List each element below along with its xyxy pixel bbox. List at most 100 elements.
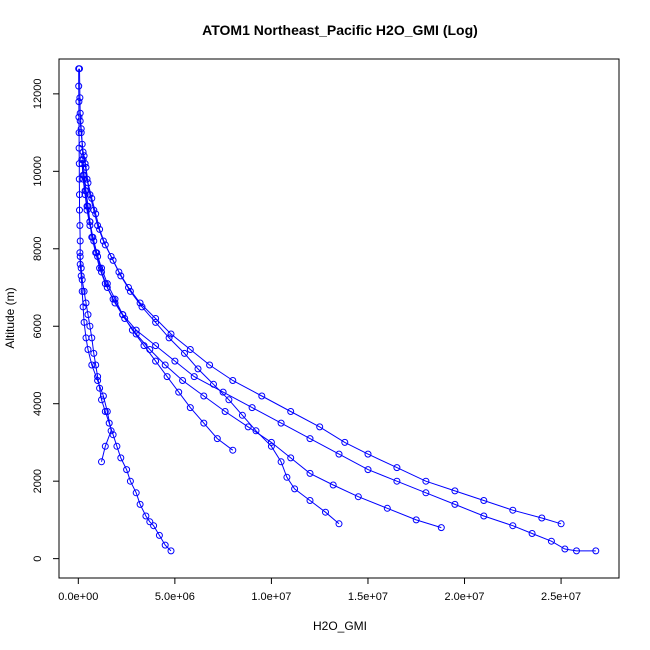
data-point: [92, 361, 100, 369]
y-axis-label: Altitude (m): [3, 287, 17, 348]
data-point: [146, 518, 154, 526]
series-7: [76, 249, 115, 466]
data-point: [152, 342, 160, 350]
data-point: [316, 423, 324, 431]
series-1: [75, 65, 175, 555]
data-point: [84, 179, 92, 187]
data-point: [364, 466, 372, 474]
data-point: [75, 129, 83, 137]
data-point: [152, 357, 160, 365]
y-tick-label: 8000: [32, 237, 44, 261]
data-point: [592, 547, 600, 555]
series-3: [76, 117, 565, 528]
data-point: [77, 129, 85, 137]
data-point: [76, 206, 83, 214]
data-point: [140, 342, 148, 350]
data-point: [78, 156, 86, 164]
data-point: [107, 253, 115, 260]
data-point: [126, 477, 134, 485]
data-point: [80, 318, 88, 326]
x-tick-label: 1.0e+07: [251, 591, 291, 603]
data-point: [181, 349, 188, 357]
data-point: [128, 326, 136, 334]
data-point: [480, 497, 488, 504]
data-point: [190, 373, 198, 381]
data-point: [86, 218, 94, 226]
series-line: [81, 163, 442, 529]
data-point: [248, 404, 256, 412]
data-point: [81, 187, 89, 195]
x-tick-label: 5.0e+06: [155, 591, 195, 603]
chart-title: ATOM1 Northeast_Pacific H2O_GMI (Log): [202, 22, 478, 38]
series-line: [79, 68, 596, 552]
data-point: [94, 377, 102, 384]
data-point: [306, 435, 314, 443]
data-point: [277, 419, 285, 427]
series-line: [79, 252, 112, 462]
data-point: [547, 537, 555, 545]
data-point: [557, 520, 565, 528]
data-point: [92, 210, 100, 218]
data-point: [210, 380, 217, 388]
data-point: [86, 322, 94, 330]
data-point: [132, 489, 140, 497]
data-point: [437, 524, 445, 532]
y-tick-label: 12000: [32, 79, 44, 110]
data-point: [101, 280, 109, 288]
data-point: [329, 481, 337, 489]
data-point: [119, 311, 127, 319]
data-point: [82, 334, 90, 342]
data-point: [76, 260, 84, 268]
data-point: [111, 295, 119, 303]
data-point: [75, 175, 83, 183]
data-point: [161, 361, 169, 369]
data-point: [383, 504, 391, 512]
data-point: [109, 256, 117, 264]
data-point: [88, 361, 96, 369]
data-point: [291, 485, 299, 493]
data-point: [78, 287, 86, 295]
data-point: [103, 408, 111, 415]
data-point: [573, 547, 580, 555]
data-point: [283, 473, 291, 481]
data-point: [335, 450, 343, 458]
x-tick-label: 2.0e+07: [444, 591, 484, 603]
data-point: [84, 346, 92, 353]
series-6: [78, 156, 237, 454]
data-point: [538, 514, 546, 522]
data-point: [258, 392, 266, 400]
data-point: [225, 396, 233, 404]
plot-frame: [58, 58, 620, 579]
data-point: [163, 373, 171, 381]
y-tick-label: 2000: [32, 469, 44, 493]
data-point: [206, 361, 214, 369]
y-tick-label: 4000: [32, 391, 44, 415]
series-line: [81, 159, 234, 451]
data-point: [412, 516, 420, 524]
data-point: [422, 489, 430, 497]
data-point: [165, 334, 173, 342]
data-point: [126, 287, 134, 295]
data-point: [125, 284, 132, 291]
data-point: [98, 458, 105, 466]
data-point: [103, 280, 111, 288]
data-point: [76, 117, 84, 125]
data-point: [83, 202, 91, 210]
data-point: [155, 531, 163, 539]
data-point: [509, 506, 517, 514]
data-point: [171, 357, 179, 365]
series-4: [80, 152, 343, 528]
data-point: [84, 311, 92, 319]
data-point: [79, 148, 87, 156]
data-point: [267, 438, 275, 446]
data-point: [451, 500, 459, 508]
data-point: [76, 65, 83, 73]
data-point: [107, 427, 115, 435]
data-point: [322, 508, 329, 516]
data-point: [80, 152, 88, 160]
y-axis: 0 2000 4000 6000 8000 10000 12000: [32, 79, 60, 562]
data-point: [152, 318, 160, 326]
data-point: [244, 423, 252, 431]
data-point: [75, 82, 83, 90]
